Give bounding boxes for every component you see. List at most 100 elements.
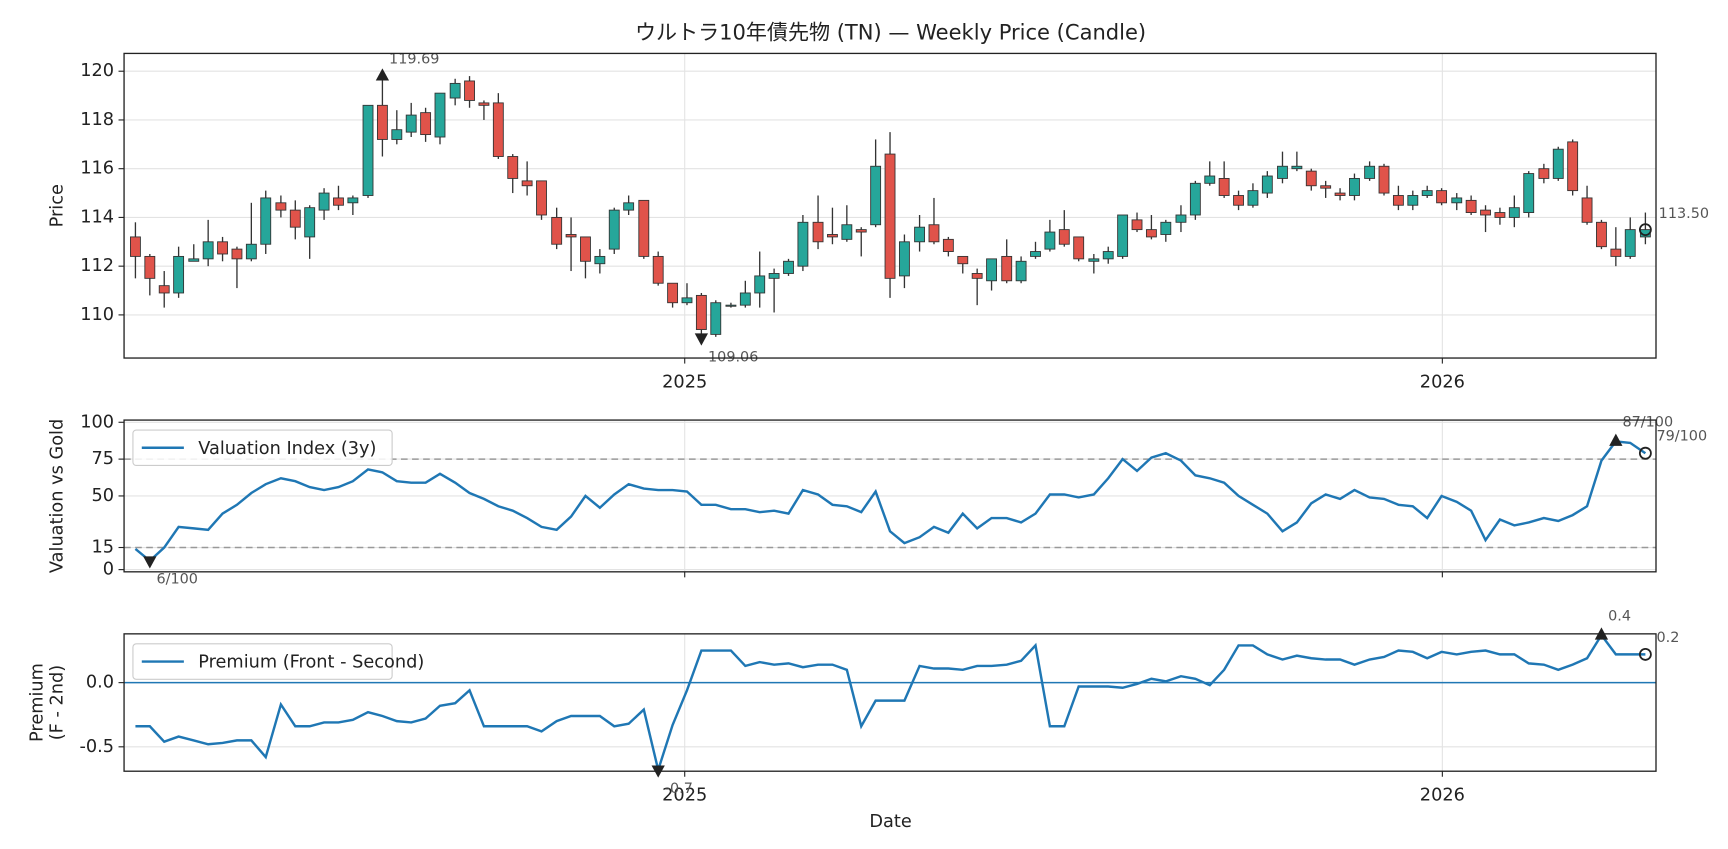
candle-body <box>1407 195 1419 206</box>
y-tick-label: 75 <box>92 449 115 469</box>
min-marker <box>694 333 709 346</box>
candle-body <box>1058 229 1070 245</box>
annotation: 6/100 <box>156 572 197 588</box>
candle-body <box>855 229 867 233</box>
x-tick-label: 2025 <box>662 372 707 392</box>
candle-body <box>1261 175 1273 194</box>
y-tick-label: 118 <box>80 110 114 130</box>
candle-body <box>768 273 780 279</box>
candle-body <box>1233 195 1244 206</box>
candle-body <box>1305 170 1317 187</box>
annotation: 119.69 <box>389 51 439 67</box>
candle-body <box>1189 182 1201 216</box>
candle-body <box>391 129 403 140</box>
candle-body <box>304 207 316 238</box>
candle-body <box>1001 255 1013 282</box>
candle-body <box>129 236 141 257</box>
candle-body <box>827 234 838 238</box>
candle-body <box>1015 260 1027 282</box>
candle-body <box>217 241 228 255</box>
candle-body <box>1131 219 1143 231</box>
candle-body <box>884 153 896 279</box>
y-axis-label: Price <box>48 184 68 227</box>
candle-body <box>1030 251 1041 257</box>
candle-body <box>754 275 766 294</box>
line-series <box>134 440 1647 563</box>
candle-body <box>521 180 533 187</box>
candle-body <box>362 104 374 196</box>
candle-body <box>710 302 722 335</box>
y-tick-label: 110 <box>80 305 114 325</box>
candle-body <box>739 292 751 306</box>
candle-body <box>695 294 707 330</box>
legend-label: Valuation Index (3y) <box>198 439 376 459</box>
y-tick-label: 50 <box>92 486 115 506</box>
candle-body <box>260 197 272 245</box>
legend-box <box>132 429 393 467</box>
x-tick-label: 2026 <box>1420 786 1465 806</box>
y-tick-label: 116 <box>80 159 114 179</box>
candle-body <box>725 304 737 307</box>
candle-body <box>1160 221 1172 235</box>
y-tick-label: 15 <box>92 538 115 558</box>
last-marker <box>1638 647 1652 661</box>
max-marker <box>375 68 390 81</box>
candle-body <box>565 234 577 238</box>
annotation: 0.4 <box>1608 608 1631 624</box>
candle-body <box>1523 173 1535 213</box>
candle-body <box>1145 229 1157 238</box>
candle-body <box>1175 214 1187 223</box>
candle-body <box>158 285 170 294</box>
annotation: 113.50 <box>1659 206 1709 222</box>
candle-body <box>551 216 563 245</box>
candle-body <box>1117 214 1129 257</box>
candle-body <box>188 258 200 262</box>
y-tick-label: 120 <box>80 61 114 81</box>
candle-body <box>289 209 301 228</box>
candle-body <box>245 243 257 260</box>
candle-body <box>797 221 809 267</box>
candle-body <box>318 192 330 211</box>
x-tick-label: 2025 <box>662 786 707 806</box>
candle-body <box>1451 197 1463 204</box>
candle-body <box>173 255 185 294</box>
candle-body <box>333 197 344 206</box>
candle-body <box>1494 212 1506 218</box>
candle-body <box>231 248 243 260</box>
last-marker <box>1638 446 1652 460</box>
candle-body <box>1349 177 1360 196</box>
candle-body <box>405 114 417 133</box>
candle-body <box>434 92 446 138</box>
candle-body <box>1392 195 1404 206</box>
plot-frame <box>123 633 1657 772</box>
candle-body <box>1334 192 1346 196</box>
candle-body <box>870 165 882 226</box>
candle-body <box>1610 248 1622 257</box>
candle-body <box>608 209 620 250</box>
candle-body <box>1552 148 1564 179</box>
annotation: 79/100 <box>1656 429 1707 445</box>
y-axis-label: Premium <box>28 663 48 742</box>
candle-body <box>1596 221 1607 248</box>
candle-body <box>1581 197 1593 223</box>
candle-body <box>1508 207 1520 218</box>
candle-body <box>464 80 475 101</box>
y-tick-label: 114 <box>80 207 114 227</box>
plot-frame <box>123 419 1657 573</box>
candle-body <box>812 221 824 243</box>
y-tick-label: 0 <box>103 560 114 580</box>
candle-body <box>1218 177 1230 196</box>
candle-body <box>1465 199 1477 213</box>
candle-body <box>580 236 591 262</box>
candle-body <box>1291 165 1303 170</box>
plot-frame <box>123 52 1657 359</box>
candle-body <box>594 255 606 265</box>
candle-body <box>492 102 504 157</box>
candle-body <box>275 202 287 211</box>
candle-body <box>478 102 490 106</box>
max-marker <box>1609 433 1623 446</box>
candle-body <box>347 197 359 204</box>
candle-body <box>638 199 650 257</box>
candle-body <box>144 255 156 279</box>
